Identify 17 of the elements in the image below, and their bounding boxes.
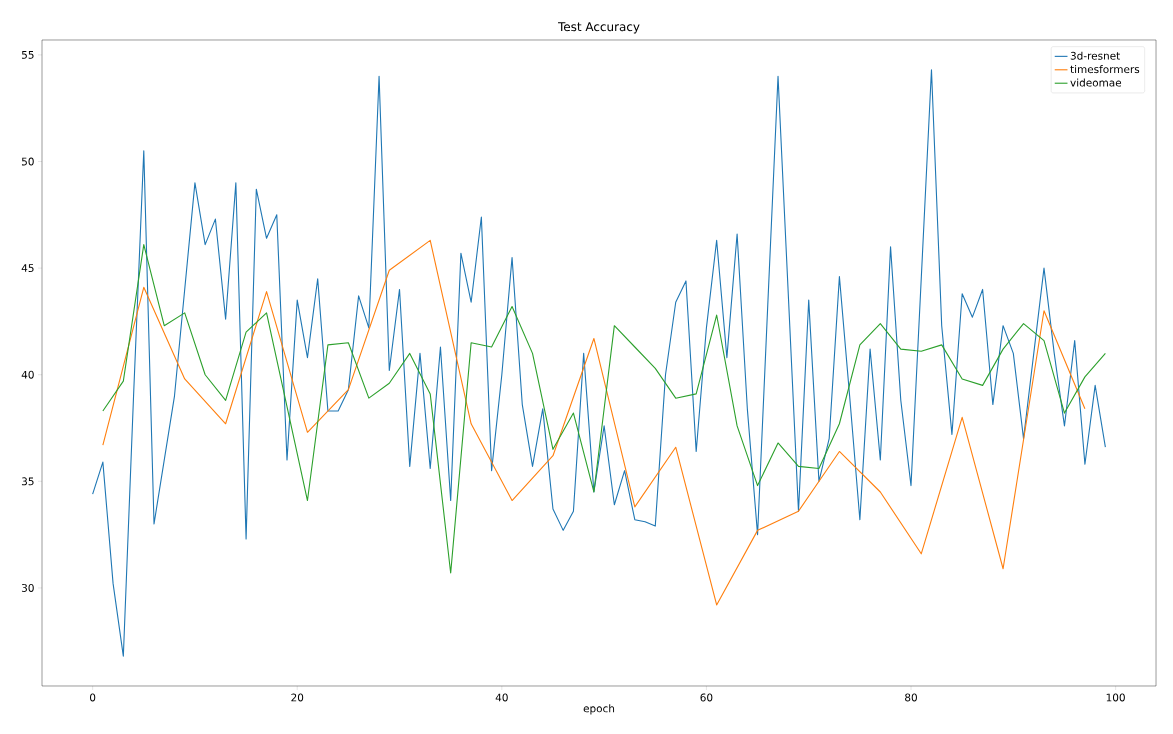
y-tick-label: 45: [21, 264, 34, 272]
y-tick-label: 35: [21, 477, 34, 486]
chart-title: Test Accuracy: [558, 22, 640, 34]
legend-label: 3d-resnet: [1070, 51, 1120, 60]
x-tick-label: 0: [90, 693, 96, 702]
legend-label: timesformers: [1070, 65, 1140, 74]
x-axis-title: epoch: [583, 704, 615, 715]
y-tick-label: 50: [21, 157, 34, 166]
x-tick-label: 40: [495, 693, 508, 702]
x-tick-label: 60: [700, 693, 713, 702]
x-tick-label: 100: [1106, 693, 1125, 702]
x-tick-label: 80: [905, 693, 917, 702]
y-tick-label: 40: [21, 370, 34, 379]
y-tick-label: 30: [21, 583, 34, 592]
legend-label: videomae: [1070, 78, 1122, 87]
y-tick-label: 55: [21, 51, 34, 59]
x-tick-label: 20: [291, 693, 304, 702]
